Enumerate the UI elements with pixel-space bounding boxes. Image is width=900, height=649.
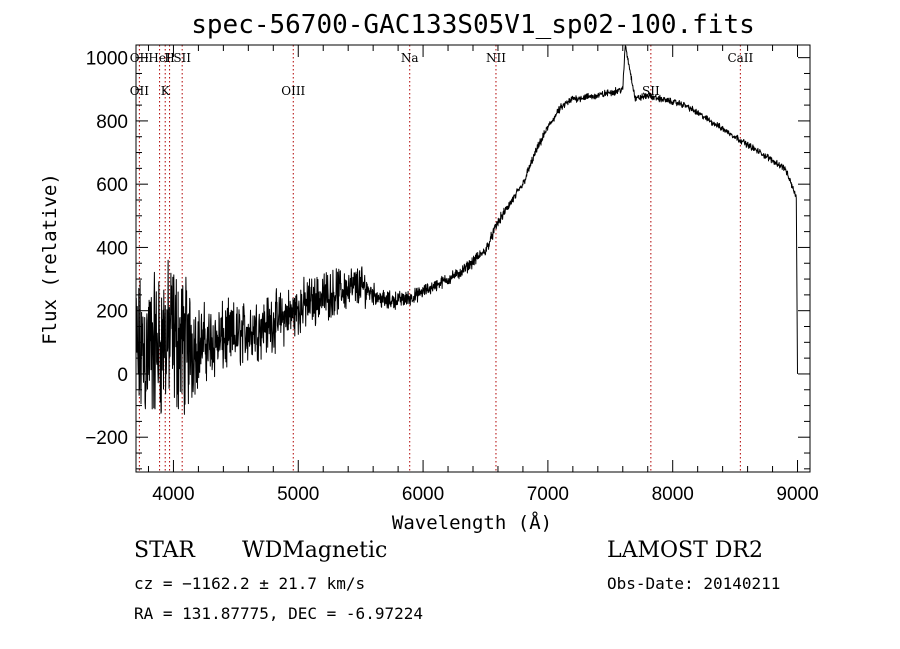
y-axis-label: Flux (relative) [39, 173, 61, 345]
y-tick-label: 600 [96, 175, 128, 196]
x-tick-label: 7000 [527, 484, 569, 505]
chart-title: spec-56700-GAC133S05V1_sp02-100.fits [191, 10, 755, 40]
axis-ticks: 4000 5000 6000 7000 8000 9000 −200 0 200 400 600 80… [85, 45, 818, 505]
survey-name: LAMOST DR2 [607, 538, 763, 563]
x-tick-label: 9000 [776, 484, 818, 505]
spectral-line-label: CaII [727, 51, 753, 65]
spectral-line-label: SII [173, 51, 191, 65]
y-tick-label: 0 [117, 365, 128, 386]
x-tick-label: 8000 [652, 484, 694, 505]
coordinates: RA = 131.87775, DEC = -6.97224 [134, 604, 423, 623]
spectral-line-label: OIII [281, 84, 305, 98]
spectrum-series [136, 46, 798, 415]
spectral-line-label: OII [130, 84, 150, 98]
spectral-line-label: Na [401, 51, 419, 65]
spectral-line-label: NII [486, 51, 506, 65]
y-tick-label: −200 [85, 428, 128, 449]
y-tick-label: 400 [96, 238, 128, 259]
object-class: STAR [134, 538, 195, 563]
x-axis-label: Wavelength (Å) [392, 511, 552, 534]
y-tick-label: 800 [96, 112, 128, 133]
x-tick-label: 6000 [402, 484, 444, 505]
spectrum-line [136, 46, 798, 415]
y-tick-label: 200 [96, 302, 128, 323]
x-tick-label: 4000 [152, 484, 194, 505]
obs-date: Obs-Date: 20140211 [607, 574, 780, 593]
object-subclass: WDMagnetic [242, 538, 387, 563]
y-tick-label: 1000 [86, 49, 128, 70]
redshift-readout: cz = −1162.2 ± 21.7 km/s [134, 574, 365, 593]
x-tick-label: 5000 [277, 484, 319, 505]
